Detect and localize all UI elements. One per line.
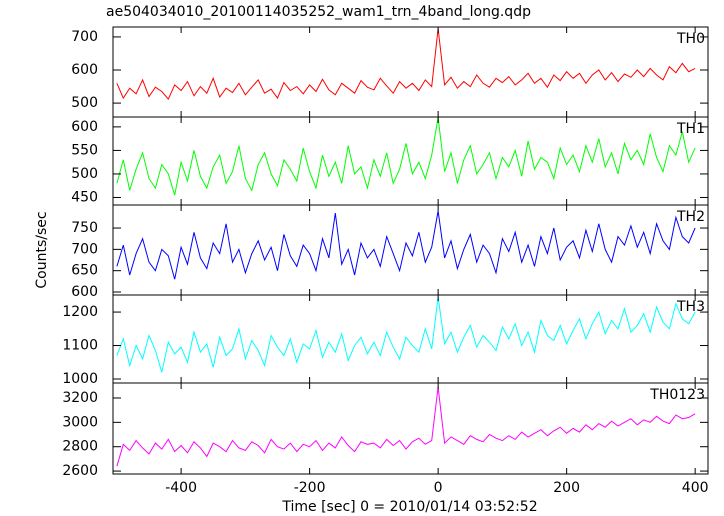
x-tick-label: 400 xyxy=(682,480,709,496)
panel-label: TH2 xyxy=(676,209,705,225)
y-tick-label: 700 xyxy=(71,241,98,257)
panel-frame xyxy=(112,294,709,384)
y-tick-label: 600 xyxy=(71,62,98,78)
y-tick-label: 3000 xyxy=(62,414,98,430)
y-tick-label: 550 xyxy=(71,142,98,158)
panel-label: TH0 xyxy=(676,31,705,47)
y-tick-label: 1200 xyxy=(62,304,98,320)
y-tick-label: 500 xyxy=(71,166,98,182)
chart-title: ae504034010_20100114035252_wam1_trn_4ban… xyxy=(106,4,531,20)
light-curve xyxy=(116,117,696,196)
x-tick-label: -400 xyxy=(165,480,197,496)
x-tick-label: 200 xyxy=(553,480,580,496)
panel-frame xyxy=(112,26,709,118)
y-tick-label: 1000 xyxy=(62,371,98,387)
panel-label: TH3 xyxy=(676,299,705,315)
panel-frame xyxy=(112,116,709,206)
y-tick-label: 3200 xyxy=(62,390,98,406)
y-tick-label: 1100 xyxy=(62,338,98,354)
y-tick-label: 600 xyxy=(71,119,98,135)
y-tick-label: 450 xyxy=(71,189,98,205)
y-tick-label: 600 xyxy=(71,284,98,300)
light-curve xyxy=(116,386,696,467)
x-axis-label: Time [sec] 0 = 2010/01/14 03:52:52 xyxy=(281,499,537,515)
x-tick-label: -200 xyxy=(294,480,326,496)
y-tick-label: 2600 xyxy=(62,463,98,479)
y-tick-label: 500 xyxy=(71,95,98,111)
y-tick-label: 650 xyxy=(71,263,98,279)
light-curve xyxy=(116,210,696,280)
y-tick-label: 2800 xyxy=(62,439,98,455)
y-tick-label: 750 xyxy=(71,220,98,236)
panel-frame xyxy=(112,382,709,475)
panel-label: TH1 xyxy=(676,121,705,137)
y-axis-label: Counts/sec xyxy=(34,211,50,288)
panel-label: TH0123 xyxy=(649,387,705,403)
light-curve xyxy=(116,296,696,373)
light-curve xyxy=(116,28,696,101)
x-tick-label: 0 xyxy=(434,480,443,496)
panel-frame xyxy=(112,204,709,296)
y-tick-label: 700 xyxy=(71,29,98,45)
